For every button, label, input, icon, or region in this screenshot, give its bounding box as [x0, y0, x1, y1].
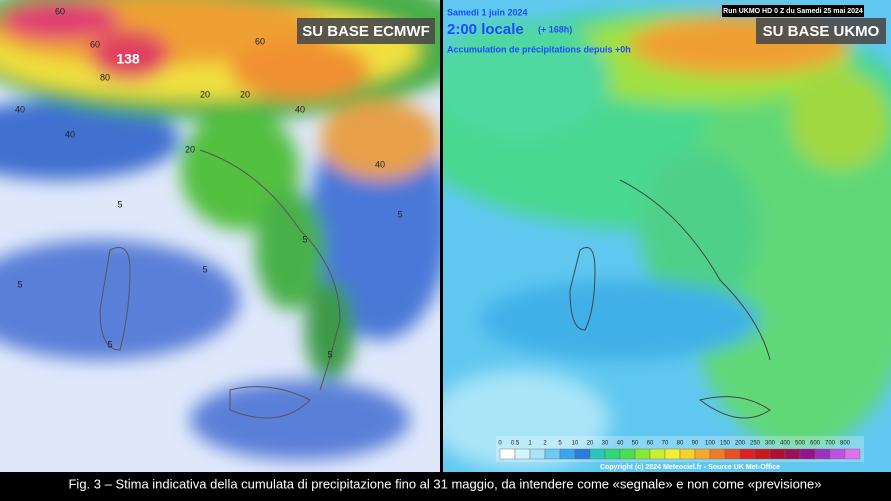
- contour-label: 5: [302, 234, 307, 244]
- contour-label: 40: [375, 159, 385, 169]
- scale-label: 80: [677, 441, 684, 447]
- scale-label: 5: [558, 441, 562, 447]
- scale-label: 250: [750, 441, 761, 447]
- scale-label: 30: [602, 441, 609, 447]
- contour-label: 60: [255, 36, 265, 46]
- scale-swatch: [649, 448, 666, 460]
- time: 2:00 locale: [447, 21, 524, 38]
- scale-label: 500: [795, 441, 806, 447]
- scale-label: 1: [528, 441, 532, 447]
- scale-swatch: [769, 448, 786, 460]
- badge-bg: [756, 18, 886, 44]
- right-map: Run UKMO HD 0 Z du Samedi 25 mai 2024 Sa…: [443, 0, 891, 472]
- scale-label: 800: [840, 441, 851, 447]
- scale-swatch: [514, 448, 531, 460]
- badge: SU BASE UKMO: [763, 23, 880, 40]
- contour-label: 40: [15, 104, 25, 114]
- scale-swatch: [544, 448, 561, 460]
- scale-swatch: [814, 448, 831, 460]
- scale-swatch: [529, 448, 546, 460]
- scale-label: 700: [825, 441, 836, 447]
- badge-bg: [297, 18, 435, 44]
- lead-time: (+ 168h): [538, 24, 572, 34]
- scale-label: 60: [647, 441, 654, 447]
- scale-swatch: [604, 448, 621, 460]
- contour-label: 60: [55, 6, 65, 16]
- left-map: SU BASE ECMWF 138 60 60 80 60 40 40 40 20 20 20 40 5…: [0, 0, 440, 472]
- scale-swatch: [499, 448, 516, 460]
- contour-label: 20: [185, 144, 195, 154]
- scale-label: 40: [617, 441, 624, 447]
- scale-swatch: [739, 448, 756, 460]
- scale-swatch: [664, 448, 681, 460]
- scale-swatch: [589, 448, 606, 460]
- contour-label: 5: [327, 349, 332, 359]
- run-info: Run UKMO HD 0 Z du Samedi 25 mai 2024: [723, 8, 863, 15]
- scale-swatch: [679, 448, 696, 460]
- scale-swatch: [634, 448, 651, 460]
- scale-label: 20: [587, 441, 594, 447]
- scale-label: 400: [780, 441, 791, 447]
- scale-label: 0.5: [511, 441, 520, 447]
- contour-label: 80: [100, 72, 110, 82]
- contour-label: 60: [90, 39, 100, 49]
- contour-label: 138: [116, 51, 140, 67]
- scale-swatch: [784, 448, 801, 460]
- contour-label: 20: [200, 89, 210, 99]
- color-scale: 0 0.5 1 2 5 10 20 30 40 50 60 70 80 90 100 150 200 250 300…: [496, 436, 864, 462]
- contour-label: 5: [202, 264, 207, 274]
- scale-label: 200: [735, 441, 746, 447]
- scale-label: 0: [498, 441, 502, 447]
- scale-label: 100: [705, 441, 716, 447]
- scale-swatch: [694, 448, 711, 460]
- scale-label: 50: [632, 441, 639, 447]
- scale-swatch: [829, 448, 846, 460]
- scale-label: 10: [572, 441, 579, 447]
- scale-label: 150: [720, 441, 731, 447]
- scale-swatch: [619, 448, 636, 460]
- scale-label: 70: [662, 441, 669, 447]
- contour-label: 5: [107, 339, 112, 349]
- scale-swatch: [574, 448, 591, 460]
- scale-swatch: [559, 448, 576, 460]
- contour-label: 40: [65, 129, 75, 139]
- scale-swatch: [844, 448, 861, 460]
- contour-label: 5: [117, 199, 122, 209]
- subtitle: Accumulation de précipitations depuis +0…: [447, 44, 631, 54]
- badge: SU BASE ECMWF: [302, 23, 430, 40]
- contour-label: 5: [397, 209, 402, 219]
- copyright: Copyright (c) 2024 Meteociel.fr - Source…: [600, 464, 780, 471]
- scale-label: 600: [810, 441, 821, 447]
- scale-swatch: [724, 448, 741, 460]
- scale-swatch: [709, 448, 726, 460]
- date: Samedi 1 juin 2024: [447, 7, 528, 17]
- scale-swatch: [799, 448, 816, 460]
- scale-swatch: [754, 448, 771, 460]
- scale-label: 90: [692, 441, 699, 447]
- contour-label: 5: [17, 279, 22, 289]
- caption: Fig. 3 – Stima indicativa della cumulata…: [68, 476, 821, 491]
- contour-label: 40: [295, 104, 305, 114]
- run-bg: [722, 5, 864, 17]
- contour-label: 20: [240, 89, 250, 99]
- scale-label: 2: [543, 441, 547, 447]
- scale-label: 300: [765, 441, 776, 447]
